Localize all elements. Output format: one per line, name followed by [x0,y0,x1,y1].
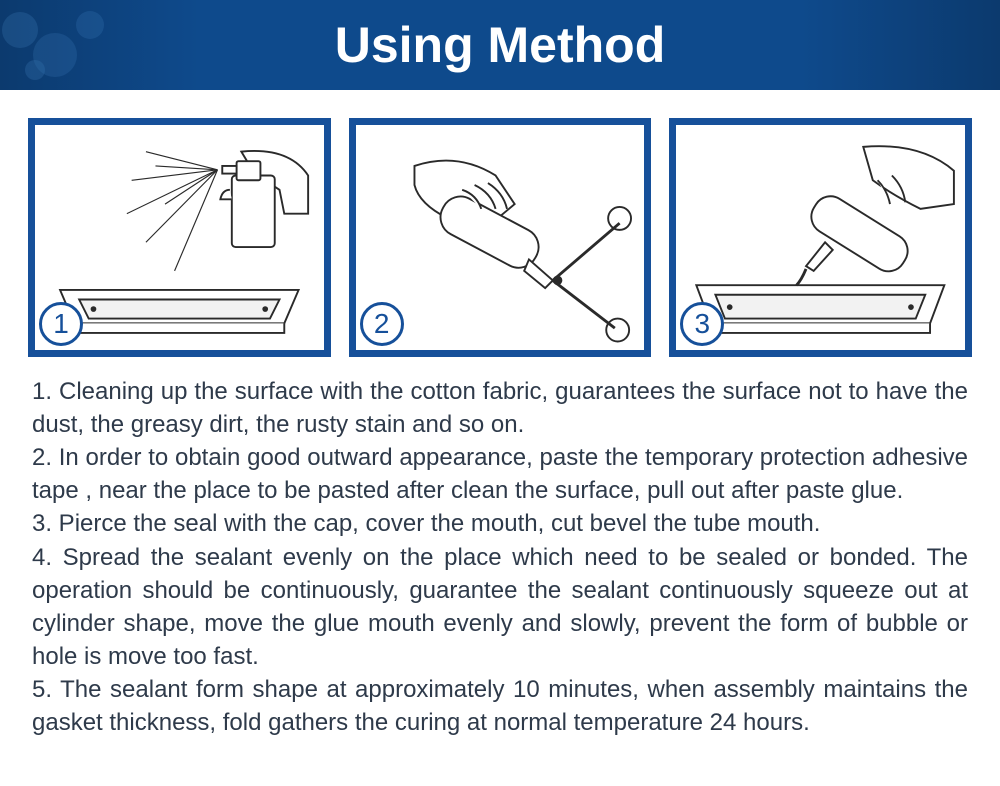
illustration-cut-nozzle [362,131,639,344]
step-panel-2: 2 [349,118,652,357]
illustration-apply-sealant [682,131,959,344]
step-number: 1 [53,308,69,340]
instructions-block: 1. Cleaning up the surface with the cott… [0,367,1000,739]
instruction-line: 5. The sealant form shape at approximate… [32,673,968,739]
step-panel-3: 3 [669,118,972,357]
step-number-badge: 1 [39,302,83,346]
header-banner: Using Method [0,0,1000,90]
step-panels-row: 1 2 [0,90,1000,367]
instruction-line: 1. Cleaning up the surface with the cott… [32,375,968,441]
bokeh-decoration [0,0,140,90]
step-number: 2 [374,308,390,340]
step-number: 3 [695,308,711,340]
step-panel-1: 1 [28,118,331,357]
page-title: Using Method [335,16,666,74]
instruction-line: 2. In order to obtain good outward appea… [32,441,968,507]
illustration-spray-clean [41,131,318,344]
step-number-badge: 2 [360,302,404,346]
instruction-line: 4. Spread the sealant evenly on the plac… [32,541,968,673]
instruction-line: 3. Pierce the seal with the cap, cover t… [32,507,968,540]
